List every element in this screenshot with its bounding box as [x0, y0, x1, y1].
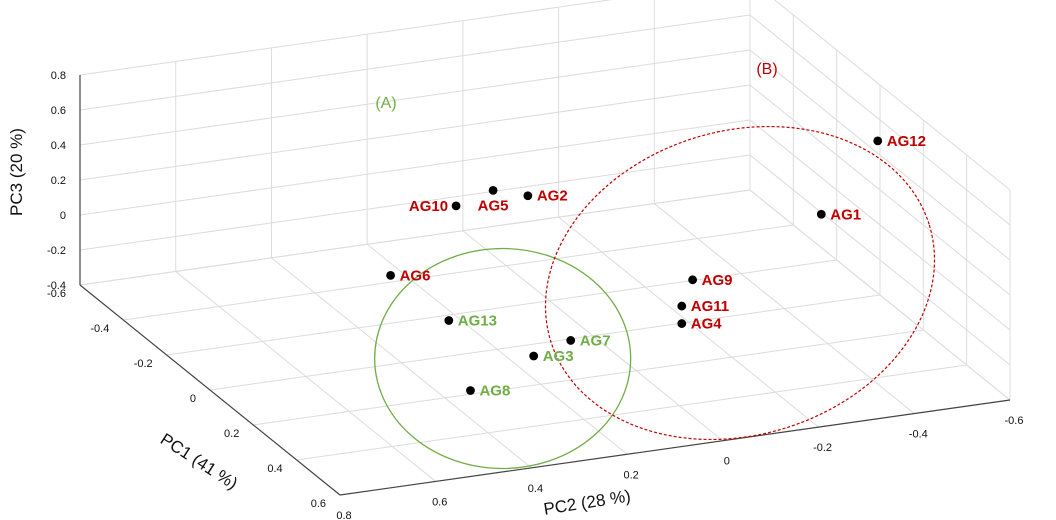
- data-point-ag4: [677, 319, 687, 328]
- data-point-ag13: [444, 316, 454, 325]
- point-label-ag12: AG12: [887, 133, 926, 150]
- x-tick-label: -0.4: [90, 323, 109, 335]
- group-b-dashed-ellipse: [544, 125, 936, 441]
- x-axis-line: [79, 284, 341, 496]
- z-tick-label: 0: [60, 210, 66, 222]
- side-wall-grid-line: [749, 154, 1011, 366]
- floor-grid-line: [653, 203, 915, 414]
- axis-layer: [79, 75, 1011, 496]
- floor-grid-line: [123, 224, 794, 321]
- grid-layer: [79, 0, 1011, 496]
- z-tick-label: 0.6: [51, 105, 66, 117]
- z-tick-label: -0.2: [47, 245, 66, 257]
- floor-grid-line: [166, 259, 837, 356]
- data-point-ag2: [523, 191, 533, 201]
- x-tick-label: 0.6: [311, 498, 326, 510]
- floor-grid-line: [271, 257, 532, 469]
- y-tick-label: -0.2: [813, 442, 832, 454]
- group-b-label: (B): [756, 61, 777, 78]
- point-label-ag11: AG11: [691, 298, 729, 315]
- x-tick-label: 0.4: [267, 463, 282, 475]
- back-wall-grid-line: [79, 119, 751, 216]
- y-tick-label: 0.2: [623, 469, 638, 481]
- point-label-ag10: AG10: [409, 198, 448, 215]
- point-label-ag13: AG13: [458, 313, 497, 330]
- z-tick-label: 0.4: [51, 140, 66, 152]
- group-a-circle: [374, 247, 632, 470]
- y-axis-line: [339, 399, 1011, 496]
- point-label-ag5: AG5: [478, 197, 509, 214]
- point-label-ag6: AG6: [400, 267, 431, 284]
- y-axis-label: PC2 (28 %): [542, 486, 632, 519]
- point-label-ag3: AG3: [543, 348, 574, 365]
- y-tick-label: 0: [724, 456, 730, 468]
- x-tick-label: -0.2: [134, 358, 153, 370]
- data-point-ag10: [451, 201, 461, 211]
- data-point-ag6: [386, 270, 395, 280]
- data-point-ag7: [566, 336, 576, 345]
- tick-layer: 0.80.60.40.20-0.2-0.40.40.20-0.2-0.4-0.6…: [47, 70, 1023, 520]
- back-wall-grid-line: [79, 14, 751, 111]
- floor-grid-line: [209, 294, 881, 391]
- side-wall-grid-line: [749, 14, 1011, 226]
- point-label-ag1: AG1: [830, 206, 861, 223]
- point-label-ag2: AG2: [537, 188, 568, 205]
- x-tick-label: 0: [190, 393, 196, 405]
- y-tick-label: 0.8: [336, 510, 351, 520]
- side-wall-grid-line: [749, 84, 1011, 296]
- side-wall-grid-line: [749, 119, 1011, 331]
- data-point-ag11: [677, 301, 687, 311]
- y-tick-label: 0.6: [432, 496, 447, 508]
- y-tick-label: -0.4: [909, 429, 928, 441]
- z-axis-label: PC3 (20 %): [7, 128, 26, 216]
- data-point-ag9: [688, 275, 698, 285]
- back-wall-grid-line: [79, 189, 751, 286]
- data-point-ag1: [816, 209, 826, 219]
- back-wall-grid-line: [79, 154, 751, 251]
- y-tick-label: -0.6: [1005, 415, 1024, 427]
- z-tick-label: 0.8: [51, 70, 66, 82]
- point-label-ag7: AG7: [580, 332, 611, 349]
- side-wall-grid-line: [749, 189, 1011, 401]
- data-point-ag3: [529, 351, 539, 361]
- floor-grid-line: [175, 271, 437, 482]
- floor-grid-line: [366, 243, 628, 455]
- point-label-ag4: AG4: [691, 316, 723, 333]
- point-label-ag8: AG8: [479, 383, 510, 400]
- group-layer: (A) (B): [374, 61, 936, 470]
- z-tick-label: 0.2: [51, 175, 66, 187]
- point-label-ag9: AG9: [702, 272, 733, 289]
- floor-grid-line: [558, 216, 819, 428]
- data-point-ag12: [873, 136, 883, 146]
- back-wall-grid-line: [79, 84, 751, 181]
- floor-grid-line: [296, 364, 967, 461]
- y-tick-label: 0.4: [528, 483, 543, 495]
- group-a-label: (A): [375, 95, 396, 112]
- z-tick-label: -0.4: [47, 280, 66, 292]
- data-point-ag8: [466, 386, 475, 395]
- back-wall-grid-line: [79, 49, 751, 146]
- side-wall-grid-line: [773, 0, 1011, 191]
- x-tick-label: -0.6: [47, 288, 66, 300]
- x-tick-label: 0.2: [224, 428, 239, 440]
- back-wall-grid-line: [79, 0, 613, 76]
- data-point-ag5: [488, 185, 498, 195]
- side-wall-grid-line: [749, 49, 1011, 261]
- floor-grid-line: [253, 329, 924, 426]
- floor-grid-line: [462, 230, 724, 442]
